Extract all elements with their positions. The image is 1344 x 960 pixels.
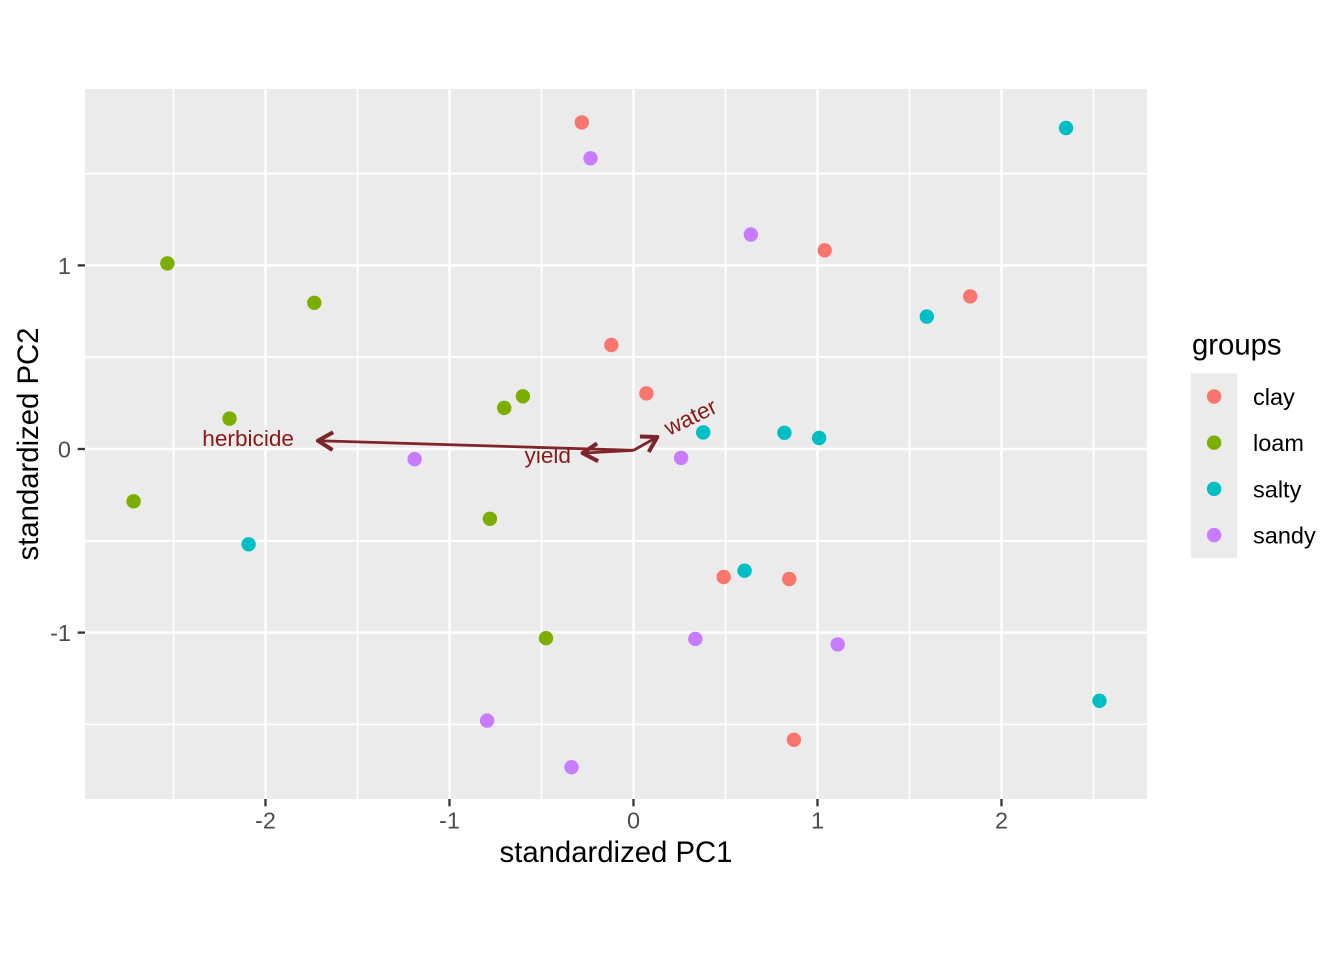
svg-text:2: 2 bbox=[995, 808, 1008, 834]
svg-text:clay: clay bbox=[1253, 384, 1295, 410]
svg-text:1: 1 bbox=[58, 253, 71, 279]
svg-text:loam: loam bbox=[1253, 430, 1304, 456]
svg-text:salty: salty bbox=[1253, 476, 1302, 502]
svg-text:sandy: sandy bbox=[1253, 523, 1316, 549]
svg-text:herbicide: herbicide bbox=[202, 426, 294, 451]
svg-text:0: 0 bbox=[58, 436, 71, 462]
svg-text:-2: -2 bbox=[255, 808, 276, 834]
svg-text:-1: -1 bbox=[439, 808, 460, 834]
svg-text:standardized PC1: standardized PC1 bbox=[500, 836, 733, 869]
svg-text:1: 1 bbox=[811, 808, 824, 834]
svg-text:-1: -1 bbox=[50, 620, 71, 646]
svg-text:standardized PC2: standardized PC2 bbox=[12, 328, 45, 561]
svg-text:yield: yield bbox=[525, 443, 571, 468]
svg-text:0: 0 bbox=[627, 808, 640, 834]
svg-text:groups: groups bbox=[1192, 329, 1282, 362]
